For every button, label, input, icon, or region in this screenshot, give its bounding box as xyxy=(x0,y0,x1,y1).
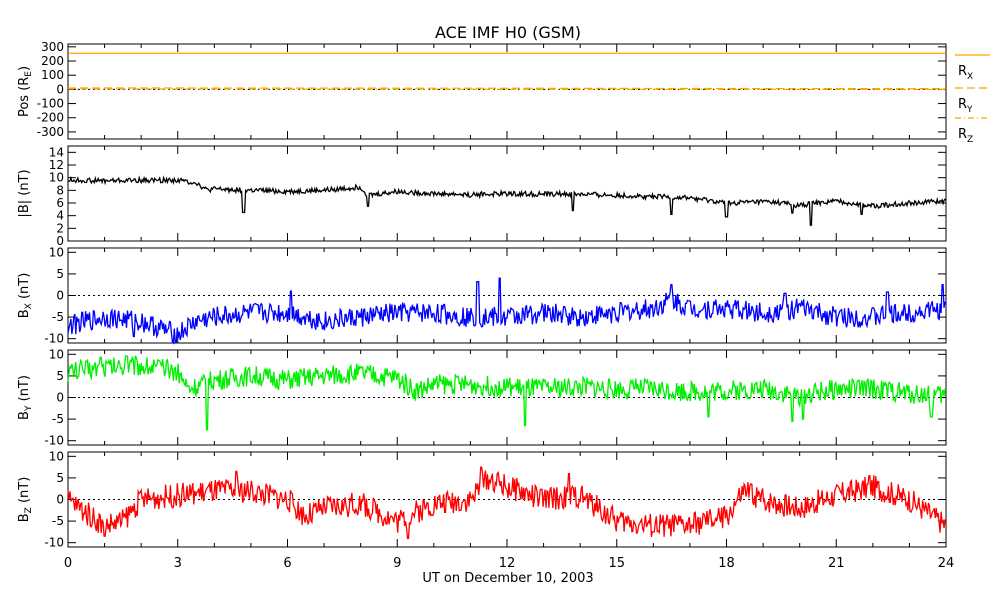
y-tick-label: 10 xyxy=(49,171,64,185)
y-tick-label: 10 xyxy=(49,347,64,361)
x-tick-label: 6 xyxy=(283,556,291,571)
y-tick-label: -5 xyxy=(52,514,64,528)
y-tick-label: 5 xyxy=(56,267,64,281)
y-tick-label: 0 xyxy=(56,289,64,303)
x-tick-label: 9 xyxy=(393,556,401,571)
y-tick-label: -5 xyxy=(52,412,64,426)
x-tick-label: 12 xyxy=(499,556,516,571)
panel-bz: 10 5 0 -5 -10 BZ (nT) xyxy=(17,449,947,550)
y-tick-label: 2 xyxy=(56,221,64,235)
y-tick-label: 10 xyxy=(49,449,64,463)
x-tick-label: 0 xyxy=(64,556,72,571)
y-tick-label: 6 xyxy=(56,196,64,210)
series-line-BX xyxy=(67,277,947,345)
series-line-RZ xyxy=(67,88,947,91)
y-tick-label: 200 xyxy=(41,54,64,68)
y-tick-label: 10 xyxy=(49,245,64,259)
panel-frame xyxy=(67,43,947,140)
chart-title: ACE IMF H0 (GSM) xyxy=(435,23,581,42)
series-line-BY xyxy=(67,355,947,431)
x-tick-label: 21 xyxy=(828,556,845,571)
y-tick-label: 4 xyxy=(56,209,64,223)
y-axis-label: |B| (nT) xyxy=(17,169,32,217)
y-tick-label: 0 xyxy=(56,82,64,96)
y-tick-label: -10 xyxy=(44,434,64,448)
y-tick-label: 300 xyxy=(41,40,64,54)
y-tick-label: -10 xyxy=(44,332,64,346)
y-tick-label: -300 xyxy=(37,125,64,139)
y-axis-label: BZ (nT) xyxy=(17,477,34,523)
series-line-RY xyxy=(67,87,947,90)
y-tick-label: 0 xyxy=(56,234,64,248)
y-tick-label: 100 xyxy=(41,68,64,82)
x-axis-label: UT on December 10, 2003 xyxy=(422,571,593,586)
legend-label-RX: RX xyxy=(958,64,973,82)
series-line-BZ xyxy=(67,466,947,540)
x-tick-label: 15 xyxy=(608,556,625,571)
y-tick-label: 0 xyxy=(56,493,64,507)
legend-label-RZ: RZ xyxy=(958,127,973,145)
y-tick-label: 5 xyxy=(56,471,64,485)
y-axis-label: BX (nT) xyxy=(17,273,34,319)
y-tick-label: -100 xyxy=(37,97,64,111)
y-tick-label: -10 xyxy=(44,536,64,550)
y-axis-label: BY (nT) xyxy=(17,375,34,420)
y-tick-label: 8 xyxy=(56,183,64,197)
x-axis: 0 3 6 9 12 15 18 21 24 xyxy=(64,556,954,571)
y-tick-label: 0 xyxy=(56,391,64,405)
x-tick-label: 18 xyxy=(718,556,735,571)
y-tick-label: -5 xyxy=(52,310,64,324)
legend-label-RY: RY xyxy=(958,97,973,115)
y-tick-label: 14 xyxy=(49,145,64,159)
x-tick-label: 24 xyxy=(938,556,955,571)
x-tick-label: 3 xyxy=(174,556,182,571)
panel-bx: 10 5 0 -5 -10 BX (nT) xyxy=(17,245,947,346)
y-tick-label: -200 xyxy=(37,111,64,125)
panel-frame xyxy=(67,145,947,242)
series-line-|B| xyxy=(67,175,947,226)
panel-by: 10 5 0 -5 -10 BY (nT) xyxy=(17,347,947,448)
y-axis-label: Pos (RE) xyxy=(17,66,34,117)
y-tick-label: 5 xyxy=(56,369,64,383)
y-tick-label: 12 xyxy=(49,158,64,172)
